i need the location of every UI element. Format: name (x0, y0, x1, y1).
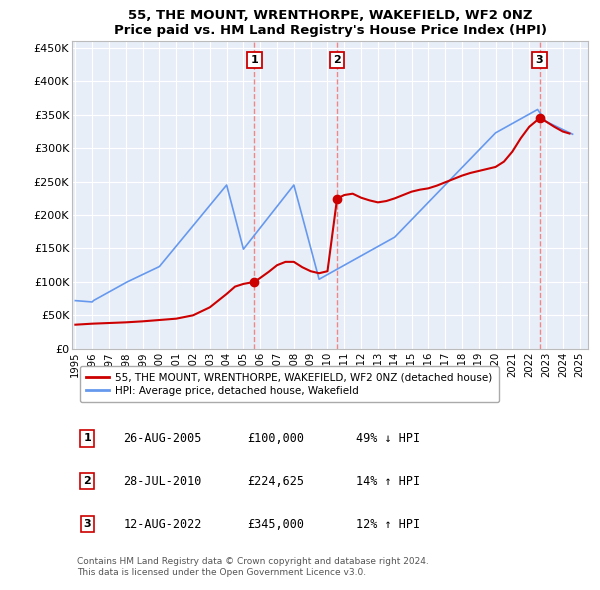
Text: 12% ↑ HPI: 12% ↑ HPI (356, 517, 420, 530)
Text: £345,000: £345,000 (247, 517, 304, 530)
Text: £100,000: £100,000 (247, 432, 304, 445)
Text: 3: 3 (83, 519, 91, 529)
Legend: 55, THE MOUNT, WRENTHORPE, WAKEFIELD, WF2 0NZ (detached house), HPI: Average pri: 55, THE MOUNT, WRENTHORPE, WAKEFIELD, WF… (80, 366, 499, 402)
Text: Contains HM Land Registry data © Crown copyright and database right 2024.
This d: Contains HM Land Registry data © Crown c… (77, 557, 429, 576)
Title: 55, THE MOUNT, WRENTHORPE, WAKEFIELD, WF2 0NZ
Price paid vs. HM Land Registry's : 55, THE MOUNT, WRENTHORPE, WAKEFIELD, WF… (113, 9, 547, 37)
Text: 1: 1 (250, 55, 258, 65)
Text: 49% ↓ HPI: 49% ↓ HPI (356, 432, 420, 445)
Text: 2: 2 (83, 476, 91, 486)
Text: £224,625: £224,625 (247, 475, 304, 488)
Text: 3: 3 (536, 55, 544, 65)
Text: 14% ↑ HPI: 14% ↑ HPI (356, 475, 420, 488)
Text: 1: 1 (83, 434, 91, 444)
Text: 26-AUG-2005: 26-AUG-2005 (124, 432, 202, 445)
Text: 12-AUG-2022: 12-AUG-2022 (124, 517, 202, 530)
Text: 2: 2 (333, 55, 341, 65)
Text: 28-JUL-2010: 28-JUL-2010 (124, 475, 202, 488)
